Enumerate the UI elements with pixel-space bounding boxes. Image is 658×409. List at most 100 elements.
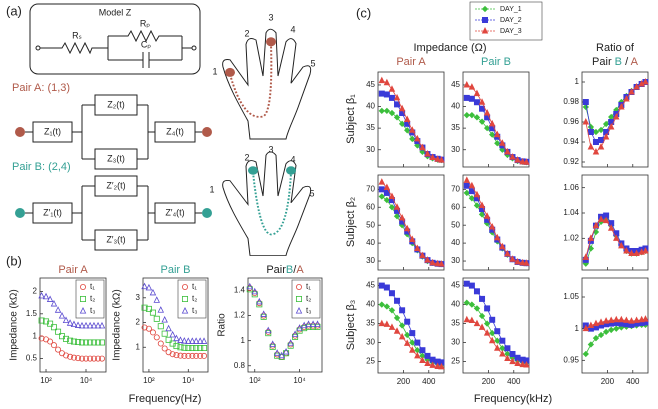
x-tick-label: 400 [422, 377, 436, 386]
marker [429, 153, 436, 161]
marker [483, 124, 491, 132]
impedance-box [94, 94, 138, 116]
marker [63, 335, 70, 342]
marker [509, 255, 516, 262]
marker [388, 290, 395, 297]
y-tick-label: 1.06 [563, 183, 579, 192]
marker [246, 282, 254, 290]
marker [608, 326, 615, 334]
marker [473, 114, 481, 121]
marker [597, 318, 605, 325]
chart: 1.02 1.04 1.06 [563, 174, 649, 271]
marker [98, 321, 106, 329]
title-part: Pair [266, 264, 286, 276]
marker [383, 91, 390, 98]
marker [468, 282, 475, 289]
legend-marker [181, 295, 188, 302]
y-axis-label: Ratio [217, 313, 228, 337]
impedance-box [154, 202, 196, 224]
marker [393, 114, 401, 121]
marker [499, 139, 506, 146]
legend-marker [80, 295, 87, 302]
marker [582, 103, 589, 111]
marker [157, 306, 165, 313]
marker [47, 320, 54, 327]
marker [256, 297, 263, 305]
marker [489, 316, 496, 323]
marker [633, 83, 640, 90]
marker [82, 321, 90, 329]
marker [468, 112, 476, 119]
y-tick-label: 1 [136, 342, 141, 351]
panel-label: (b) [6, 253, 22, 268]
marker [197, 352, 204, 359]
component-label: Rₚ [140, 18, 150, 28]
impedance-box [32, 121, 73, 143]
marker [409, 339, 416, 346]
marker [607, 316, 615, 323]
marker [185, 352, 192, 359]
marker [388, 307, 396, 314]
marker [378, 107, 385, 115]
marker [499, 242, 506, 250]
marker [75, 339, 82, 346]
row-label: Subject β₂ [345, 197, 357, 247]
marker [463, 299, 470, 306]
marker [287, 339, 294, 346]
marker [434, 155, 441, 162]
marker [582, 324, 590, 332]
marker [607, 123, 615, 130]
marker [260, 313, 267, 320]
marker [438, 260, 445, 267]
y-tick-label: 35 [366, 123, 375, 132]
marker [383, 183, 391, 191]
y-tick-label: 0.5 [26, 354, 38, 363]
marker [592, 128, 600, 136]
legend-label: DAY_3 [500, 28, 522, 35]
marker [181, 337, 188, 344]
marker [193, 352, 200, 359]
marker [473, 89, 481, 97]
marker [473, 190, 481, 198]
marker [141, 304, 148, 311]
marker [414, 351, 421, 359]
marker [383, 284, 390, 291]
marker [409, 135, 416, 143]
marker [173, 334, 180, 342]
marker [628, 317, 635, 324]
marker [514, 359, 521, 367]
title-part: / [293, 264, 297, 276]
legend-label: t₂ [90, 294, 95, 303]
marker [409, 235, 416, 243]
marker [246, 286, 253, 293]
y-tick-label: 0.94 [563, 137, 579, 146]
chart: 0.5 1 1.5 2 10² 10⁴ Impedance (kΩ) Pair At₁ t₂ t₃ [9, 264, 107, 385]
marker [74, 321, 82, 328]
marker [269, 340, 276, 347]
y-tick-label: 0.92 [563, 157, 579, 166]
chart: 30 40 50 60 70 [366, 174, 445, 271]
x-axis-label: Frequency(kHz) [474, 393, 552, 405]
marker [642, 315, 649, 322]
marker [47, 338, 54, 345]
marker [383, 107, 391, 115]
marker [165, 324, 172, 332]
legend-label: DAY_1 [500, 6, 522, 13]
marker [468, 301, 476, 308]
marker [378, 178, 386, 185]
marker [90, 355, 97, 362]
y-tick-label: 2 [33, 287, 38, 296]
marker [398, 322, 406, 329]
chart: 25 30 35 40 45 200 400 [366, 277, 445, 386]
legend-label: t₃ [192, 306, 197, 315]
marker [161, 345, 168, 352]
marker [519, 360, 526, 368]
marker [424, 352, 431, 359]
marker [463, 112, 470, 119]
y-tick-label: 1 [575, 77, 580, 86]
chart: 1 2 3 10² 10⁴ Impedance (kΩ) Pair Bt₁ t₂ t₃ [112, 264, 209, 385]
marker [633, 249, 640, 257]
marker [509, 357, 516, 365]
marker [314, 323, 321, 330]
y-tick-label: 3 [136, 293, 141, 302]
